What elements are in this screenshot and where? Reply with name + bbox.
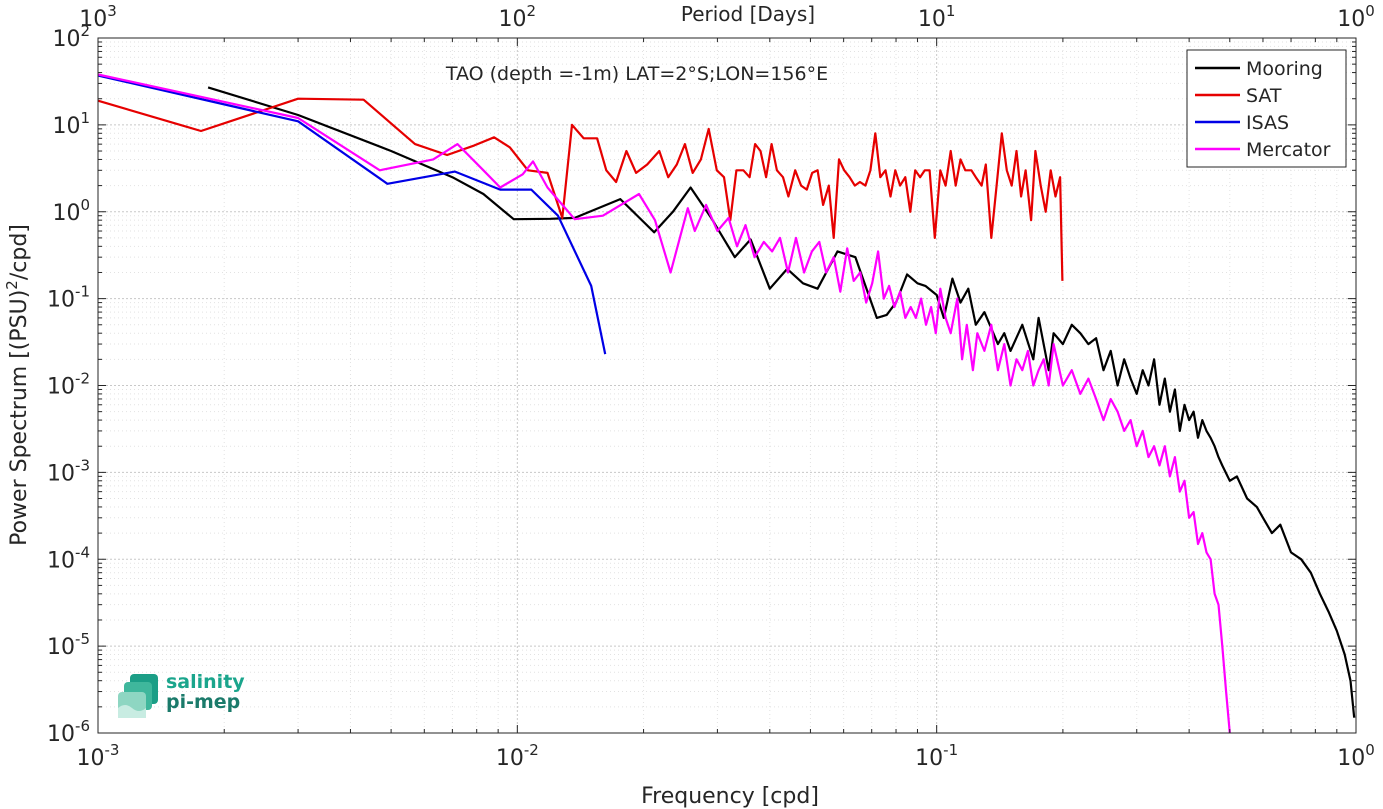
y-axis-label: Power Spectrum [(PSU)2/cpd]: [3, 224, 32, 546]
x-tick-label: 10-3: [77, 741, 120, 771]
ticks: [97, 37, 1357, 734]
x-tick-label: 10-1: [915, 741, 958, 771]
legend-label-isas: ISAS: [1246, 112, 1289, 134]
chart-title: TAO (depth =-1m) LAT=2°S;LON=156°E: [445, 63, 828, 85]
legend-box: [1186, 49, 1347, 168]
legend-label-mooring: Mooring: [1246, 58, 1323, 80]
y-tick-label: 10-5: [47, 630, 90, 660]
y-tick-label: 101: [52, 109, 90, 139]
y-tick-label: 102: [52, 22, 90, 52]
logo-waves-icon: [118, 674, 158, 718]
x-tick-label: 100: [1337, 741, 1375, 771]
legend-label-sat: SAT: [1246, 85, 1282, 107]
y-tick-label: 10-3: [47, 456, 90, 486]
y-tick-label: 100: [52, 196, 90, 226]
y-tick-label: 10-4: [47, 543, 90, 573]
top-x-tick-label: 101: [918, 2, 956, 32]
series-line-mooring: [207, 86, 1356, 718]
y-tick-label: 10-2: [47, 370, 90, 400]
legend-label-mercator: Mercator: [1246, 139, 1331, 161]
logo-text-salinity: salinity: [166, 671, 245, 693]
series-line-isas: [97, 74, 607, 355]
y-tick-label: 10-6: [47, 717, 90, 747]
legend: Mooring SAT ISAS Mercator: [1186, 49, 1347, 168]
salinity-pi-mep-logo: salinity pi-mep: [116, 672, 246, 722]
top-x-axis-label: Period [Days]: [681, 2, 815, 26]
series-line-mercator: [97, 73, 1231, 734]
series-group: [97, 73, 1356, 734]
x-axis-label: Frequency [cpd]: [641, 784, 819, 809]
top-x-tick-label: 100: [1337, 2, 1375, 32]
x-tick-label: 10-2: [496, 741, 539, 771]
grid: [97, 38, 1356, 734]
top-x-tick-label: 103: [79, 2, 117, 32]
series-line-sat: [97, 97, 1064, 281]
logo-text-pi-mep: pi-mep: [166, 691, 241, 713]
tick-labels: 10-3 103 10-2 102 10-1 101 100 100 102 101 100 10-1…: [47, 2, 1375, 771]
y-tick-label: 10-1: [47, 283, 90, 313]
top-x-tick-label: 102: [499, 2, 537, 32]
